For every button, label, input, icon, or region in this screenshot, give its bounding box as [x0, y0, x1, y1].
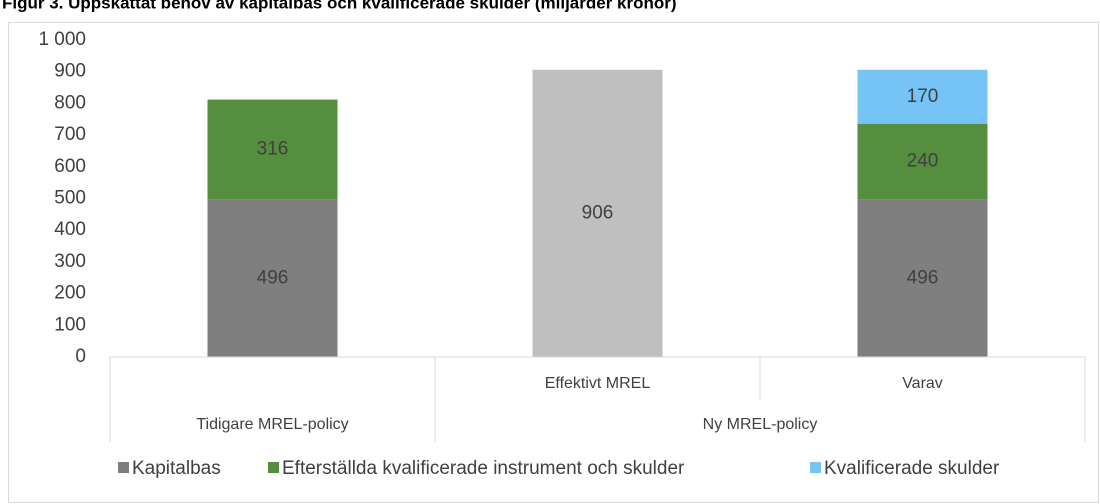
y-tick-label: 900: [54, 61, 86, 82]
legend-label: Efterställda kvalificerade instrument oc…: [282, 458, 685, 479]
y-tick-label: 500: [54, 188, 86, 209]
chart-border: [8, 22, 1099, 503]
legend-swatch: [268, 462, 279, 473]
bar-segment: [532, 69, 663, 357]
y-tick-label: 700: [54, 124, 86, 145]
data-label: 240: [907, 151, 939, 172]
bar-segment: [207, 99, 338, 200]
data-label: 316: [257, 139, 289, 160]
y-tick-label: 400: [54, 219, 86, 240]
chart-title: Figur 3. Uppskattat behov av kapitalbas …: [2, 0, 677, 12]
bar-segment: [207, 199, 338, 357]
bar-segment: [857, 199, 988, 357]
y-tick-label: 0: [75, 346, 86, 367]
y-tick-label: 1 000: [38, 29, 86, 50]
legend-swatch: [810, 462, 821, 473]
legend-label: Kvalificerade skulder: [824, 458, 1000, 479]
y-tick-label: 200: [54, 283, 86, 304]
y-tick-label: 800: [54, 92, 86, 113]
y-tick-label: 300: [54, 251, 86, 272]
x-tick-label: Varav: [902, 375, 943, 392]
data-label: 170: [907, 86, 939, 107]
legend-swatch: [118, 462, 129, 473]
group-label: Tidigare MREL-policy: [196, 416, 348, 433]
x-tick-label: Effektivt MREL: [545, 375, 651, 392]
data-label: 496: [257, 267, 289, 288]
y-tick-label: 600: [54, 156, 86, 177]
group-label: Ny MREL-policy: [703, 416, 818, 433]
legend-label: Kapitalbas: [132, 458, 221, 479]
bar-segment: [857, 69, 988, 124]
y-tick-label: 100: [54, 314, 86, 335]
bar-segment: [857, 123, 988, 200]
data-label: 906: [582, 202, 614, 223]
data-label: 496: [907, 267, 939, 288]
